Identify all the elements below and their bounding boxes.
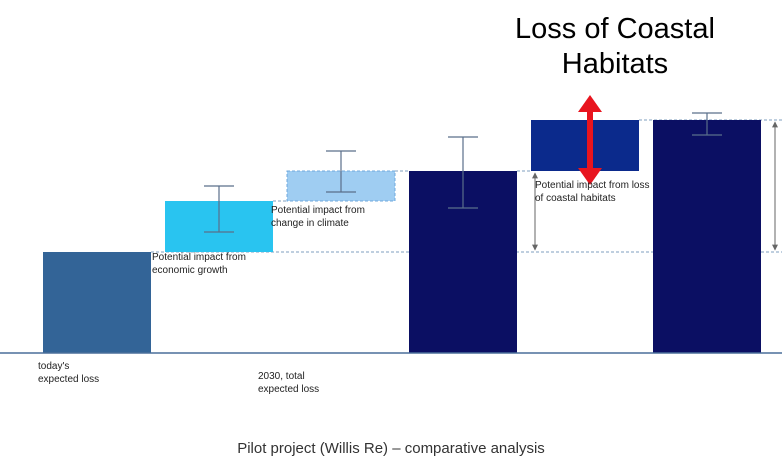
annotation: Potential impact from economic growth [152, 252, 246, 276]
bar [531, 120, 639, 171]
caption: Pilot project (Willis Re) – comparative … [237, 440, 545, 457]
annotation: Potential impact from loss of coastal ha… [535, 180, 650, 204]
chart-title: Loss of Coastal Habitats [515, 13, 715, 80]
annotation: 2030, total expected loss [258, 371, 320, 395]
bar [653, 120, 761, 353]
red-arrow-head [578, 95, 602, 112]
annotation: Potential impact from change in climate [271, 205, 365, 229]
annotation: today's expected loss [38, 361, 100, 385]
red-arrow-head [578, 168, 602, 185]
bar [43, 252, 151, 353]
